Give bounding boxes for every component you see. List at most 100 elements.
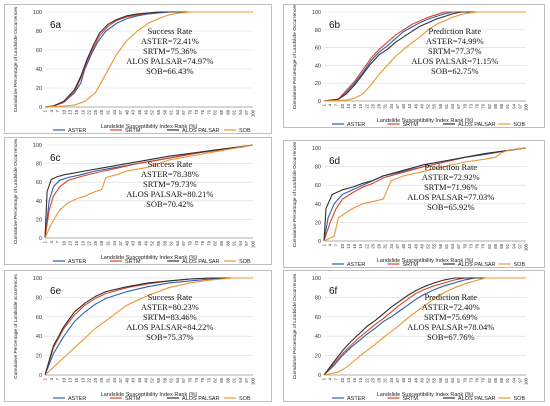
- series-line-srtm: [323, 11, 526, 102]
- x-tick-label: 67: [181, 240, 186, 245]
- rate-value: ALOS PALSAR=80.21%: [126, 189, 213, 199]
- x-tick-label: 61: [169, 240, 174, 245]
- x-tick-label: 76: [200, 240, 205, 245]
- x-tick-label: 25: [370, 103, 375, 108]
- x-tick-label: 4: [49, 109, 54, 112]
- x-tick-label: 28: [377, 377, 382, 382]
- x-tick-label: 58: [438, 103, 443, 108]
- x-tick-label: 46: [413, 243, 418, 248]
- x-tick-label: 85: [493, 243, 498, 248]
- y-tick-label: 0: [318, 99, 321, 105]
- x-tick-label: 61: [169, 109, 174, 114]
- y-tick-label: 100: [33, 143, 42, 149]
- x-tick-label: 55: [156, 109, 161, 114]
- rate-value: ALOS PALSAR=71.15%: [411, 56, 498, 66]
- rate-value: SRTM=75.36%: [143, 46, 197, 56]
- legend-label: SRTM: [403, 262, 419, 268]
- x-tick-label: 64: [450, 103, 455, 108]
- x-tick-label: 25: [370, 377, 375, 382]
- y-tick-label: 60: [36, 180, 42, 186]
- x-tick-label: 31: [106, 109, 111, 114]
- rate-value: SOB=75.37%: [146, 332, 194, 342]
- x-tick-label: 58: [438, 243, 443, 248]
- x-tick-label: 94: [238, 377, 243, 382]
- x-tick-label: 94: [511, 103, 516, 108]
- x-tick-label: 58: [438, 377, 443, 382]
- x-tick-label: 43: [407, 103, 412, 108]
- rate-value: ASTER=72.92%: [422, 172, 480, 182]
- y-tick-label: 80: [36, 29, 42, 35]
- x-tick-label: 49: [419, 103, 424, 108]
- series-line-alos-palsar: [323, 11, 526, 102]
- x-tick-label: 4: [49, 377, 54, 380]
- x-tick-label: 73: [468, 103, 473, 108]
- x-axis-label: Landslide Susceptibility Index Rank (%): [101, 124, 198, 130]
- rate-title: Success Rate: [148, 159, 193, 169]
- x-tick-label: 10: [340, 103, 345, 108]
- rate-value: SRTM=75.69%: [424, 312, 478, 322]
- x-tick-label: 13: [346, 243, 351, 248]
- x-tick-label: 46: [413, 103, 418, 108]
- chart-panel-6e: 0 20 40 60 80 100 1 4 7 10 13 16 19 22 25 28 31 34 37 40 43 4…: [4, 270, 272, 402]
- x-tick-label: 31: [383, 377, 388, 382]
- x-tick-label: 37: [395, 103, 400, 108]
- y-tick-label: 20: [36, 86, 42, 92]
- x-tick-label: 37: [118, 240, 123, 245]
- x-tick-label: 79: [481, 243, 486, 248]
- series-line-sob: [323, 277, 526, 376]
- x-tick-label: 34: [389, 243, 394, 248]
- rate-title: Success Rate: [148, 26, 193, 36]
- x-tick-label: 49: [143, 377, 148, 382]
- chart-panel-6f: 0 20 40 60 80 100 1 4 7 10 13 16 19 22 25 28 31 34 37 40 43 4…: [283, 270, 545, 402]
- x-tick-label: 40: [124, 377, 129, 382]
- x-tick-label: 76: [475, 243, 480, 248]
- x-tick-label: 97: [244, 109, 249, 114]
- x-tick-label: 100: [251, 109, 256, 117]
- x-tick-label: 94: [238, 109, 243, 114]
- x-tick-label: 55: [156, 240, 161, 245]
- x-tick-label: 91: [232, 377, 237, 382]
- x-tick-label: 85: [219, 240, 224, 245]
- x-tick-label: 7: [55, 240, 60, 243]
- x-tick-label: 52: [426, 243, 431, 248]
- x-tick-label: 7: [55, 109, 60, 112]
- x-tick-label: 64: [175, 109, 180, 114]
- x-tick-label: 28: [99, 240, 104, 245]
- x-tick-label: 25: [370, 243, 375, 248]
- x-tick-label: 46: [137, 240, 142, 245]
- y-tick-label: 20: [36, 354, 42, 360]
- x-tick-label: 100: [251, 240, 256, 248]
- y-tick-label: 100: [33, 276, 42, 282]
- y-tick-label: 100: [312, 10, 321, 16]
- x-tick-label: 88: [225, 377, 230, 382]
- x-tick-label: 31: [106, 377, 111, 382]
- x-tick-label: 82: [213, 109, 218, 114]
- x-tick-label: 37: [118, 377, 123, 382]
- x-tick-label: 61: [444, 243, 449, 248]
- x-tick-label: 97: [244, 377, 249, 382]
- x-tick-label: 28: [377, 243, 382, 248]
- x-tick-label: 85: [493, 377, 498, 382]
- x-tick-label: 64: [450, 243, 455, 248]
- x-tick-label: 13: [68, 109, 73, 114]
- legend-label: SRTM: [125, 396, 141, 402]
- x-tick-label: 67: [456, 243, 461, 248]
- series-line-sob: [323, 147, 527, 242]
- legend-label: SOB: [239, 396, 251, 402]
- legend-label: SOB: [514, 262, 526, 268]
- panel-label: 6a: [50, 20, 62, 31]
- x-tick-label: 34: [389, 103, 394, 108]
- x-tick-label: 52: [426, 377, 431, 382]
- y-tick-label: 80: [36, 295, 42, 301]
- x-tick-label: 10: [61, 240, 66, 245]
- legend-label: SOB: [239, 128, 251, 134]
- x-tick-label: 55: [432, 103, 437, 108]
- legend-label: ALOS PALSAR: [182, 259, 220, 265]
- x-tick-label: 31: [383, 103, 388, 108]
- panel-label: 6b: [329, 20, 341, 31]
- x-tick-label: 43: [131, 377, 136, 382]
- chart-panel-6d: 0 20 40 60 80 100 1 4 7 10 13 16 19 22 25 28 31 34 37 40 43 4…: [283, 140, 545, 268]
- y-axis-label: Cumulative Percentage of Landslide occur…: [13, 274, 19, 379]
